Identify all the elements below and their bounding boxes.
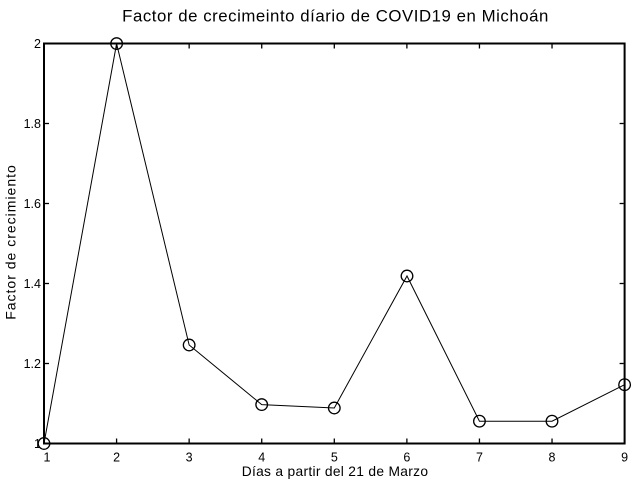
svg-text:Factor de crecimiento: Factor de crecimiento [3, 164, 19, 320]
svg-text:3: 3 [186, 451, 193, 465]
svg-text:1: 1 [34, 437, 41, 451]
svg-text:2: 2 [34, 37, 41, 51]
svg-text:1.2: 1.2 [24, 357, 41, 371]
svg-text:5: 5 [331, 451, 338, 465]
svg-text:1.6: 1.6 [24, 197, 41, 211]
svg-text:2: 2 [113, 451, 120, 465]
svg-text:4: 4 [258, 451, 265, 465]
svg-text:9: 9 [621, 451, 628, 465]
svg-text:7: 7 [476, 451, 483, 465]
svg-text:Días a partir del 21 de Marzo: Días a partir del 21 de Marzo [242, 464, 429, 479]
svg-text:1.4: 1.4 [24, 277, 41, 291]
svg-text:6: 6 [403, 451, 410, 465]
svg-text:8: 8 [549, 451, 556, 465]
svg-text:Factor de crecimeinto díario d: Factor de crecimeinto díario de COVID19 … [122, 7, 549, 26]
svg-text:1: 1 [44, 451, 51, 465]
svg-text:1.8: 1.8 [24, 117, 41, 131]
